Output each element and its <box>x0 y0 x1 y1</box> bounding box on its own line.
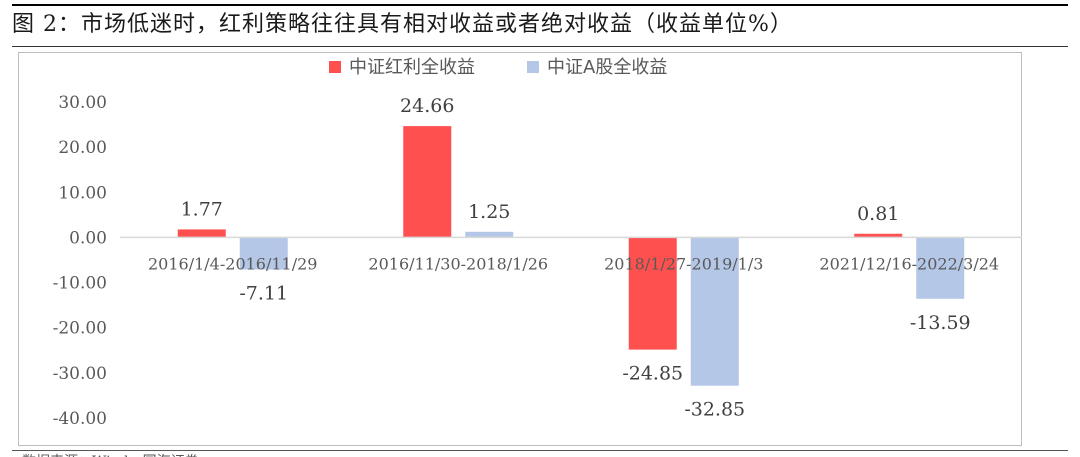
data-label: 0.81 <box>857 203 899 225</box>
data-label: -7.11 <box>239 283 288 305</box>
y-tick-label: -20.00 <box>53 319 107 339</box>
data-label: 1.25 <box>468 201 510 223</box>
y-axis: 30.00 20.00 10.00 0.00 -10.00 -20.00 -30.00 -40… <box>53 93 107 429</box>
title-rule <box>12 46 1068 47</box>
bar-ashare <box>690 237 739 386</box>
legend-label-dividend: 中证红利全收益 <box>349 57 475 78</box>
data-label: 24.66 <box>400 95 454 117</box>
x-category-label: 2018/1/27-2019/1/3 <box>604 254 763 273</box>
y-tick-label: 30.00 <box>58 93 107 113</box>
bar-ashare <box>239 237 288 270</box>
y-tick-label: 0.00 <box>69 228 107 248</box>
legend-label-ashare: 中证A股全收益 <box>547 57 667 78</box>
bar-ashare <box>916 237 965 299</box>
figure-title: 图 2：市场低迷时，红利策略往往具有相对收益或者绝对收益（收益单位%） <box>12 12 793 37</box>
bar-ashare <box>465 231 514 238</box>
legend: 中证红利全收益 中证A股全收益 <box>329 57 667 78</box>
bottom-rule <box>12 450 1068 451</box>
x-category-label: 2016/11/30-2018/1/26 <box>368 254 548 273</box>
data-label: -24.85 <box>622 363 683 385</box>
data-label: -32.85 <box>684 399 745 421</box>
y-tick-label: 20.00 <box>58 138 107 158</box>
data-labels: 1.77 -7.11 24.66 1.25 -24.85-32.85 0.81 -13.59 <box>181 95 971 421</box>
chart-frame <box>18 52 1022 446</box>
data-label: 1.77 <box>181 198 223 220</box>
y-tick-label: -10.00 <box>53 274 107 294</box>
y-tick-label: -40.00 <box>53 409 107 429</box>
y-tick-label: 10.00 <box>58 183 107 203</box>
bars <box>177 126 965 386</box>
y-tick-label: -30.00 <box>53 364 107 384</box>
top-rule <box>12 4 1068 6</box>
bar-dividend <box>177 229 226 238</box>
bar-dividend <box>854 233 903 238</box>
category-labels: 2016/1/4-2016/11/29 2016/11/30-2018/1/26 2… <box>148 254 999 273</box>
x-category-label: 2016/1/4-2016/11/29 <box>148 254 317 273</box>
legend-swatch-dividend <box>329 61 341 73</box>
data-label: -13.59 <box>910 312 971 334</box>
bar-dividend <box>403 126 452 238</box>
legend-swatch-ashare <box>527 61 539 73</box>
x-category-label: 2021/12/16-2022/3/24 <box>819 254 999 273</box>
bar-dividend <box>628 237 677 350</box>
source-note: 数据来源：Wind，国海证券 <box>22 451 199 457</box>
